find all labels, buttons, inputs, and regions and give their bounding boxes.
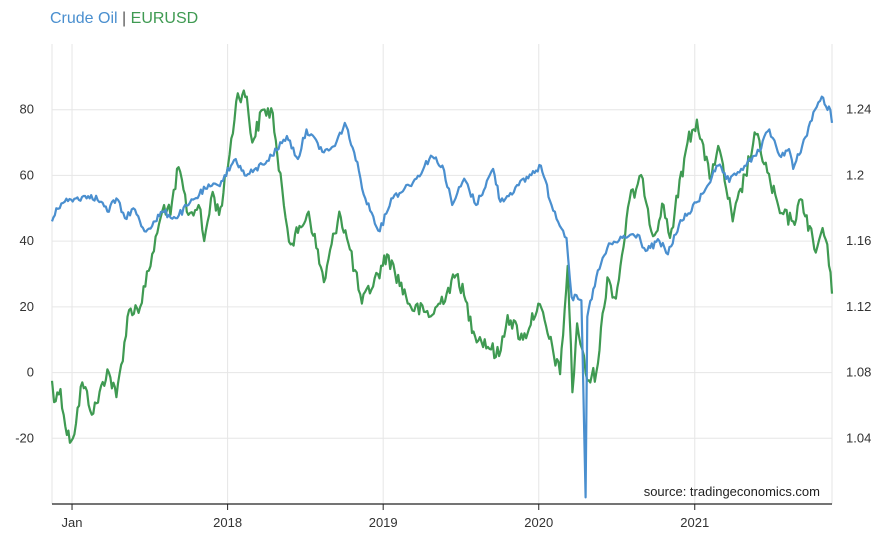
y-right-tick-label: 1.16 — [846, 233, 871, 248]
x-tick-label: 2020 — [524, 515, 553, 530]
source-label: source: tradingeconomics.com — [644, 484, 820, 499]
y-right-tick-label: 1.08 — [846, 365, 871, 380]
y-left-tick-label: 20 — [20, 299, 34, 314]
y-right-tick-label: 1.12 — [846, 299, 871, 314]
x-tick-label: 2019 — [369, 515, 398, 530]
x-tick-label: 2021 — [680, 515, 709, 530]
y-left-tick-label: 80 — [20, 102, 34, 117]
chart-tick-labels: 80 60 40 20 0 -20 1.24 1.2 1.16 1.12 1.08 1.04 Jan 20… — [15, 102, 871, 530]
legend-crude-oil[interactable]: Crude Oil — [50, 10, 118, 27]
y-left-tick-label: 40 — [20, 233, 34, 248]
chart-grid — [51, 44, 833, 504]
chart-series-lines — [50, 89, 834, 499]
legend-eurusd[interactable]: EURUSD — [130, 10, 199, 27]
x-tick-label: 2018 — [213, 515, 242, 530]
y-right-tick-label: 1.04 — [846, 430, 871, 445]
x-tick-label: Jan — [62, 515, 83, 530]
y-left-tick-label: 0 — [27, 365, 34, 380]
y-right-tick-label: 1.2 — [846, 167, 864, 182]
y-left-tick-label: -20 — [15, 430, 34, 445]
y-left-tick-label: 60 — [20, 167, 34, 182]
chart-legend-title: Crude Oil | EURUSD — [50, 10, 198, 28]
y-right-tick-label: 1.24 — [846, 102, 871, 117]
legend-separator: | — [122, 10, 127, 27]
series-line-eurusd[interactable] — [50, 89, 834, 444]
series-line-crude-oil[interactable] — [50, 95, 834, 499]
